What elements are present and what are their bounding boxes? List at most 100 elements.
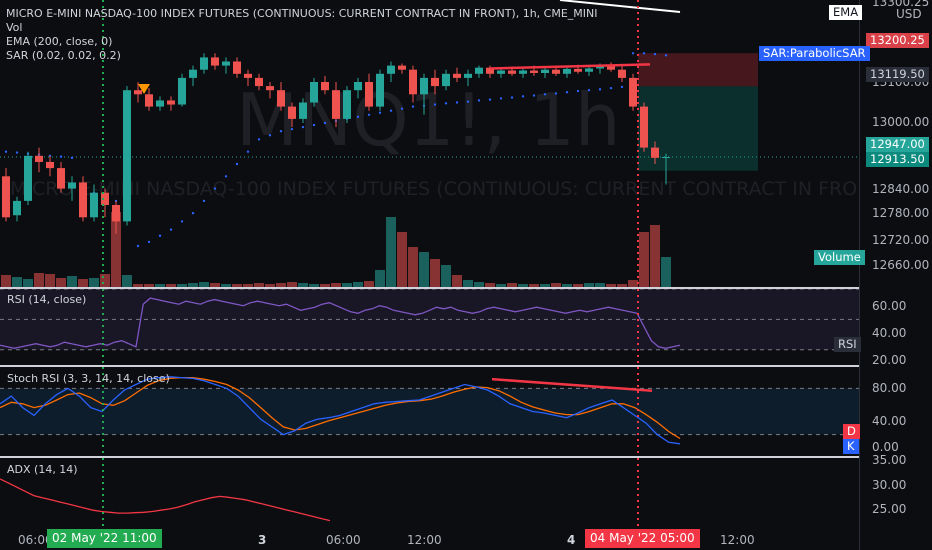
stoch-d-line xyxy=(0,376,681,440)
candle-body xyxy=(244,73,252,78)
sar-dot xyxy=(323,121,327,125)
candle-body xyxy=(310,82,318,103)
volume-bar xyxy=(210,283,220,287)
name-watermark: MICRO E-MINI NASDAQ-100 INDEX FUTURES (C… xyxy=(10,178,891,200)
sar-dot xyxy=(290,127,294,131)
candle-body xyxy=(211,57,219,66)
sar-dot xyxy=(532,94,536,97)
candle-body xyxy=(167,100,175,105)
volume-bar xyxy=(485,283,495,287)
candle-body xyxy=(266,86,274,91)
volume-bar xyxy=(122,275,132,287)
sar-legend[interactable]: SAR (0.02, 0.02, 0.2) xyxy=(6,49,121,62)
candle-body xyxy=(332,90,340,119)
volume-bar xyxy=(221,284,231,287)
candle-body xyxy=(354,82,362,91)
price-scale[interactable]: USD 13300.25 13100.00 13000.00 12840.00 … xyxy=(859,0,932,550)
sar-dot xyxy=(378,111,382,114)
time-label: 06:00 xyxy=(18,533,53,547)
sar-dot xyxy=(180,220,184,223)
candle-body xyxy=(409,69,417,95)
short-position-target-zone xyxy=(638,86,758,171)
volume-bar xyxy=(188,283,198,287)
stoch-rsi-legend[interactable]: Stoch RSI (3, 3, 14, 14, close) xyxy=(7,372,170,385)
sar-dot xyxy=(389,109,393,112)
chart-plot-area[interactable]: MNQ1!, 1h MICRO E-MINI NASDAQ-100 INDEX … xyxy=(0,0,890,550)
sar-dot xyxy=(4,150,8,153)
volume-bar xyxy=(155,284,165,287)
sar-dot xyxy=(587,89,591,92)
sar-dot xyxy=(455,101,459,104)
rsi-legend[interactable]: RSI (14, close) xyxy=(7,293,87,306)
pane-separator-rsi[interactable] xyxy=(0,287,932,289)
candle-body xyxy=(321,82,329,91)
price-tick: 12840.00 xyxy=(872,182,930,196)
sar-dot xyxy=(477,99,481,102)
price-tick: 13300.25 xyxy=(872,0,930,9)
volume-bar xyxy=(430,259,440,287)
stoch-rsi-pane[interactable] xyxy=(0,367,859,456)
volume-bar xyxy=(67,276,77,287)
candle-body xyxy=(156,100,164,107)
time-label: 06:00 xyxy=(326,533,361,547)
volume-bar xyxy=(375,270,385,287)
candle-body xyxy=(134,90,142,95)
adx-legend[interactable]: ADX (14, 14) xyxy=(7,463,78,476)
sar-dot xyxy=(609,86,613,90)
candle-body xyxy=(57,168,65,189)
sar-dot xyxy=(70,156,74,160)
rsi-pane[interactable] xyxy=(0,289,859,365)
candle-body xyxy=(453,73,461,78)
sar-dot xyxy=(411,105,415,108)
ema-legend[interactable]: EMA (200, close, 0) xyxy=(6,35,113,48)
stoch-tick: 80.00 xyxy=(872,381,907,395)
entry-price-tag: 13119.50 xyxy=(866,67,929,82)
candle-body xyxy=(398,65,406,70)
volume-bar xyxy=(595,283,605,287)
pane-separator-adx[interactable] xyxy=(0,456,932,458)
candle-body xyxy=(277,90,285,107)
pane-separator-stoch[interactable] xyxy=(0,365,932,367)
sar-dot xyxy=(202,199,206,203)
candle-body xyxy=(475,67,483,74)
volume-bar xyxy=(584,283,594,287)
ema-line xyxy=(559,0,681,13)
volume-bar xyxy=(12,277,22,287)
vol-legend[interactable]: Vol xyxy=(6,21,23,34)
adx-pane[interactable] xyxy=(0,458,859,529)
sar-dot xyxy=(235,162,239,166)
sar-dot xyxy=(169,228,173,231)
symbol-watermark: MNQ1!, 1h xyxy=(236,78,621,162)
candle-body xyxy=(376,73,384,107)
adx-tick: 35.00 xyxy=(872,453,907,467)
volume-bar xyxy=(342,283,352,287)
sar-dot xyxy=(147,240,151,244)
crosshair-time-tag-green: 02 May '22 11:00 xyxy=(47,529,162,548)
symbol-title[interactable]: MICRO E-MINI NASDAQ-100 INDEX FUTURES (C… xyxy=(6,7,598,20)
time-label-day: 4 xyxy=(567,533,576,547)
rsi-tick: 60.00 xyxy=(872,299,907,313)
main-price-pane[interactable] xyxy=(0,0,859,287)
sar-dot xyxy=(543,93,547,96)
sar-dot xyxy=(356,115,360,119)
candle-body xyxy=(519,70,527,74)
volume-bar xyxy=(100,274,110,287)
stoch-d-tag: D xyxy=(843,424,860,439)
candle-body xyxy=(651,147,659,158)
sar-dot xyxy=(191,212,195,215)
candle-body xyxy=(607,66,615,70)
candle-body xyxy=(530,70,538,73)
candle-body xyxy=(662,157,670,159)
volume-bar xyxy=(232,284,242,287)
sar-dot xyxy=(576,89,580,93)
volume-bar xyxy=(661,257,671,287)
adx-tick: 25.00 xyxy=(872,502,907,516)
sar-dot xyxy=(521,95,525,98)
candle-body xyxy=(13,200,21,216)
candle-body xyxy=(79,182,87,218)
stoch-divergence-line xyxy=(491,377,653,392)
time-label: 12:00 xyxy=(720,533,755,547)
volume-bar xyxy=(298,283,308,287)
candle-body xyxy=(365,82,373,107)
sar-dot xyxy=(488,98,492,101)
